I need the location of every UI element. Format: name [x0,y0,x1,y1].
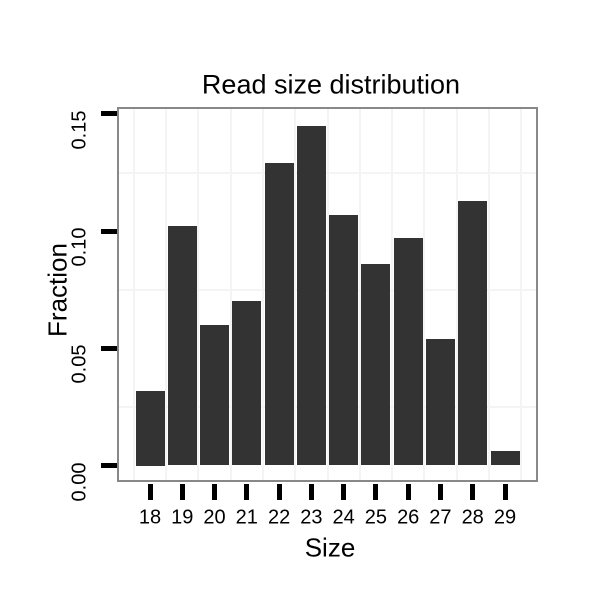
y-tick-label: 0.10 [68,227,91,267]
x-tick [437,484,443,500]
x-tick-label: 18 [138,506,162,529]
x-tick [179,484,185,500]
x-tick-label: 24 [332,506,355,529]
bar [200,324,229,466]
x-tick [244,484,250,500]
x-tick-label: 29 [493,506,517,529]
x-tick-label: 22 [267,506,291,529]
bar [361,263,391,466]
y-tick-label: 0.00 [68,462,91,501]
gridline-minor-vertical [358,109,361,480]
x-tick [341,484,347,500]
x-tick-label: 19 [171,506,194,529]
gridline-minor-vertical [197,109,200,480]
x-tick [405,484,411,500]
x-tick [308,484,314,500]
x-tick-label: 28 [461,506,484,529]
bar [458,200,488,466]
gridline-minor-vertical [487,109,490,480]
plot-panel [117,107,538,482]
chart-title: Read size distribution [201,69,461,100]
gridline-minor-horizontal [119,171,536,174]
x-tick [470,484,476,500]
x-tick [502,484,508,500]
bar [135,390,165,466]
bar [264,163,294,466]
gridline-minor-horizontal [119,288,536,291]
y-tick [101,463,117,468]
bar [167,226,197,466]
gridline-minor-vertical [261,109,264,480]
gridline-minor-horizontal [119,405,536,408]
gridline-minor-vertical [520,109,523,480]
gridline-minor-vertical [132,109,135,480]
x-tick [147,484,153,500]
bar [329,214,359,466]
y-tick-label: 0.15 [68,110,91,150]
gridline-minor-vertical [326,109,329,480]
y-tick [101,345,117,351]
x-tick [212,484,217,500]
x-tick-label: 27 [429,506,452,529]
gridline-minor-vertical [165,109,168,480]
gridline-minor-vertical [229,109,232,480]
bar [425,338,455,466]
bar [393,238,423,466]
x-tick-label: 20 [203,506,226,529]
x-tick-label: 25 [364,506,388,529]
x-tick-label: 26 [397,506,420,529]
gridline-minor-vertical [294,109,297,480]
y-tick [101,111,117,117]
bar [296,125,326,466]
gridline-minor-vertical [423,109,426,480]
gridline-minor-vertical [455,109,458,480]
y-tick-label: 0.05 [68,344,91,384]
bar [490,451,520,466]
bar [232,301,262,466]
gridline-minor-vertical [391,109,393,480]
x-axis-title: Size [304,532,356,563]
x-tick [373,484,379,500]
x-tick [276,484,282,500]
x-tick-label: 23 [300,506,323,529]
y-tick [101,228,117,234]
x-tick-label: 21 [235,506,258,529]
